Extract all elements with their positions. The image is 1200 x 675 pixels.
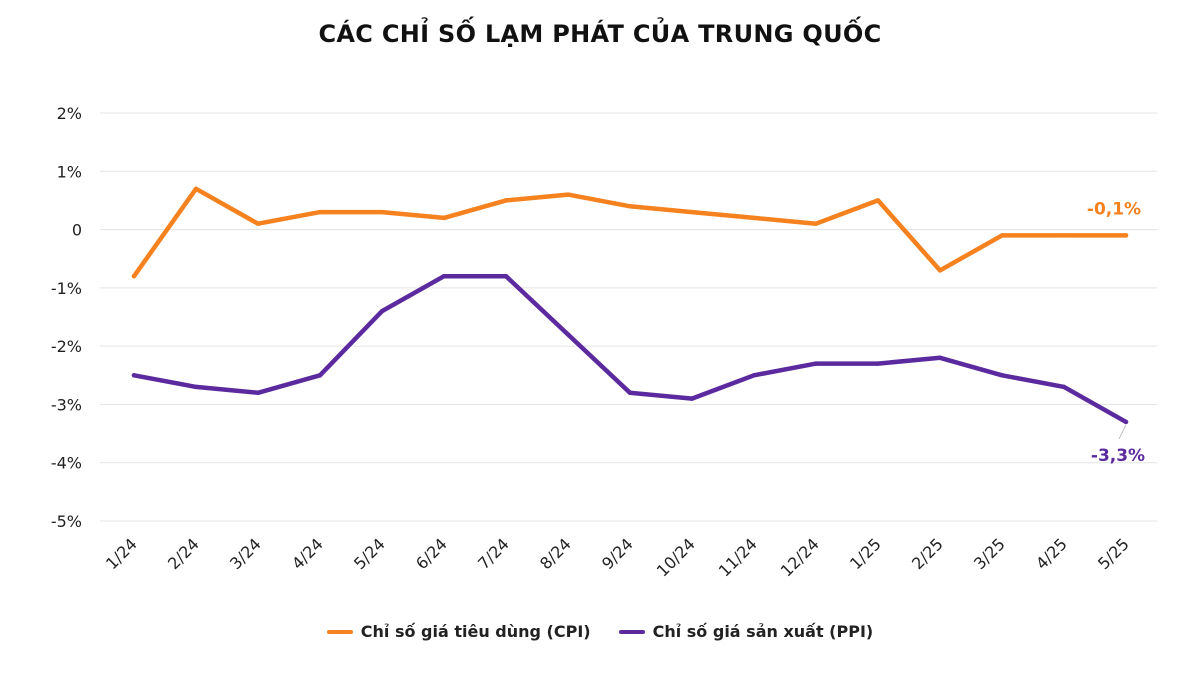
legend-swatch-cpi	[326, 629, 353, 634]
x-tick-label: 7/24	[474, 534, 513, 573]
ppi-data-point	[627, 390, 633, 395]
y-tick-label: 2%	[57, 104, 82, 123]
cpi-data-point	[503, 198, 509, 203]
ppi-data-point	[317, 373, 323, 378]
cpi-data-point	[751, 215, 757, 221]
ppi-data-point	[379, 308, 385, 314]
x-tick-label: 4/24	[288, 534, 327, 573]
x-tick-label: 1/24	[102, 534, 141, 573]
ppi-data-point	[689, 396, 695, 401]
y-tick-label: -4%	[51, 454, 82, 473]
legend-label-cpi: Chỉ số giá tiêu dùng (CPI)	[360, 622, 591, 641]
y-tick-label: -2%	[51, 337, 82, 356]
y-tick-label: -5%	[51, 512, 82, 531]
legend-item-ppi[interactable]: Chỉ số giá sản xuất (PPI)	[618, 622, 874, 641]
y-tick-label: 0	[72, 221, 82, 240]
cpi-data-point	[255, 221, 261, 226]
cpi-data-point	[565, 192, 571, 197]
cpi-data-point	[627, 204, 633, 209]
x-tick-label: 4/25	[1032, 534, 1071, 573]
cpi-data-point	[813, 221, 819, 226]
ppi-data-point	[193, 384, 199, 390]
ppi-end-label-leader	[1118, 424, 1127, 440]
chart-title: CÁC CHỈ SỐ LẠM PHÁT CỦA TRUNG QUỐC	[318, 20, 882, 48]
ppi-data-point	[255, 390, 261, 395]
legend-item-cpi[interactable]: Chỉ số giá tiêu dùng (CPI)	[326, 622, 591, 641]
x-tick-label: 2/24	[164, 534, 203, 573]
cpi-data-point	[193, 186, 199, 191]
cpi-data-point	[937, 268, 943, 273]
cpi-data-point	[1123, 233, 1129, 238]
cpi-data-point	[689, 209, 695, 215]
y-tick-label: 1%	[57, 162, 82, 181]
y-tick-label: -3%	[51, 395, 82, 414]
x-tick-label: 11/24	[715, 534, 761, 580]
cpi-data-point	[999, 233, 1005, 238]
cpi-data-point	[441, 215, 447, 221]
cpi-data-point	[317, 209, 323, 215]
x-tick-label: 12/24	[777, 534, 823, 580]
ppi-data-point	[937, 355, 943, 360]
x-tick-label: 1/25	[846, 534, 885, 573]
x-tick-label: 8/24	[536, 534, 575, 573]
legend-label-ppi: Chỉ số giá sản xuất (PPI)	[652, 622, 874, 641]
legend: Chỉ số giá tiêu dùng (CPI) Chỉ số giá sả…	[0, 622, 1200, 641]
ppi-data-point	[999, 373, 1005, 378]
x-tick-label: 2/25	[908, 534, 947, 573]
ppi-data-point	[813, 361, 819, 366]
ppi-data-point	[1061, 384, 1067, 390]
cpi-data-point	[379, 209, 385, 215]
x-tick-label: 3/25	[970, 534, 1009, 573]
ppi-data-point	[131, 373, 137, 378]
cpi-data-point	[131, 274, 137, 279]
cpi-series-line[interactable]	[131, 186, 1129, 279]
ppi-data-point	[875, 361, 881, 366]
cpi-data-point	[1061, 233, 1067, 238]
ppi-data-point	[441, 274, 447, 279]
ppi-data-point	[1123, 419, 1129, 425]
ppi-series-line[interactable]	[131, 273, 1129, 425]
x-tick-label: 9/24	[598, 534, 637, 573]
ppi-data-point	[751, 373, 757, 378]
x-tick-label: 5/24	[350, 534, 389, 573]
ppi-data-point	[565, 332, 571, 337]
cpi-end-label: -0,1%	[1087, 199, 1141, 219]
cpi-data-point	[875, 198, 881, 203]
ppi-end-label: -3,3%	[1091, 446, 1145, 466]
y-tick-label: -1%	[51, 279, 82, 298]
legend-swatch-ppi	[618, 629, 645, 634]
x-tick-label: 10/24	[653, 534, 699, 580]
x-tick-label: 3/24	[226, 534, 265, 573]
x-tick-label: 5/25	[1094, 534, 1133, 573]
ppi-data-point	[503, 274, 509, 279]
x-tick-label: 6/24	[412, 534, 451, 573]
